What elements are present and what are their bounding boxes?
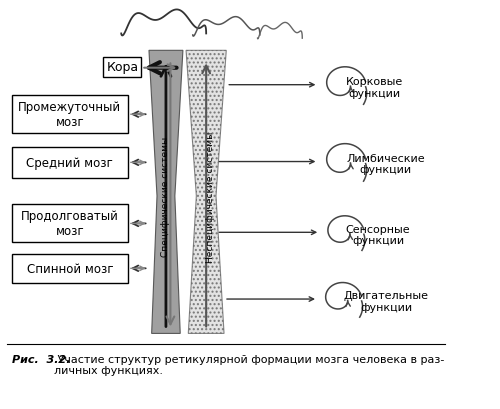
Bar	[12, 96, 128, 134]
Polygon shape	[186, 51, 226, 334]
Text: Неспецифические системы: Неспецифические системы	[206, 131, 215, 262]
Text: Средний мозг: Средний мозг	[26, 157, 113, 170]
Text: Кора: Кора	[106, 61, 138, 74]
Bar	[12, 204, 128, 243]
Text: Спинной мозг: Спинной мозг	[26, 262, 113, 275]
Text: Рис.  3.2.: Рис. 3.2.	[12, 354, 70, 364]
Text: Сенсорные
функции: Сенсорные функции	[346, 224, 410, 245]
Text: Лимбические
функции: Лимбические функции	[346, 153, 424, 175]
Bar	[104, 58, 142, 77]
Bar	[12, 148, 128, 178]
Text: Специфические системы: Специфические системы	[162, 137, 170, 256]
Bar	[12, 254, 128, 283]
Text: Корковые
функции: Корковые функции	[346, 77, 403, 98]
Polygon shape	[149, 51, 183, 334]
Text: Промежуточный
мозг: Промежуточный мозг	[18, 101, 122, 129]
Text: Участие структур ретикулярной формации мозга человека в раз-
личных функциях.: Участие структур ретикулярной формации м…	[54, 354, 444, 375]
Text: Двигательные
функции: Двигательные функции	[344, 290, 428, 312]
Text: Продолговатый
мозг: Продолговатый мозг	[21, 210, 119, 238]
